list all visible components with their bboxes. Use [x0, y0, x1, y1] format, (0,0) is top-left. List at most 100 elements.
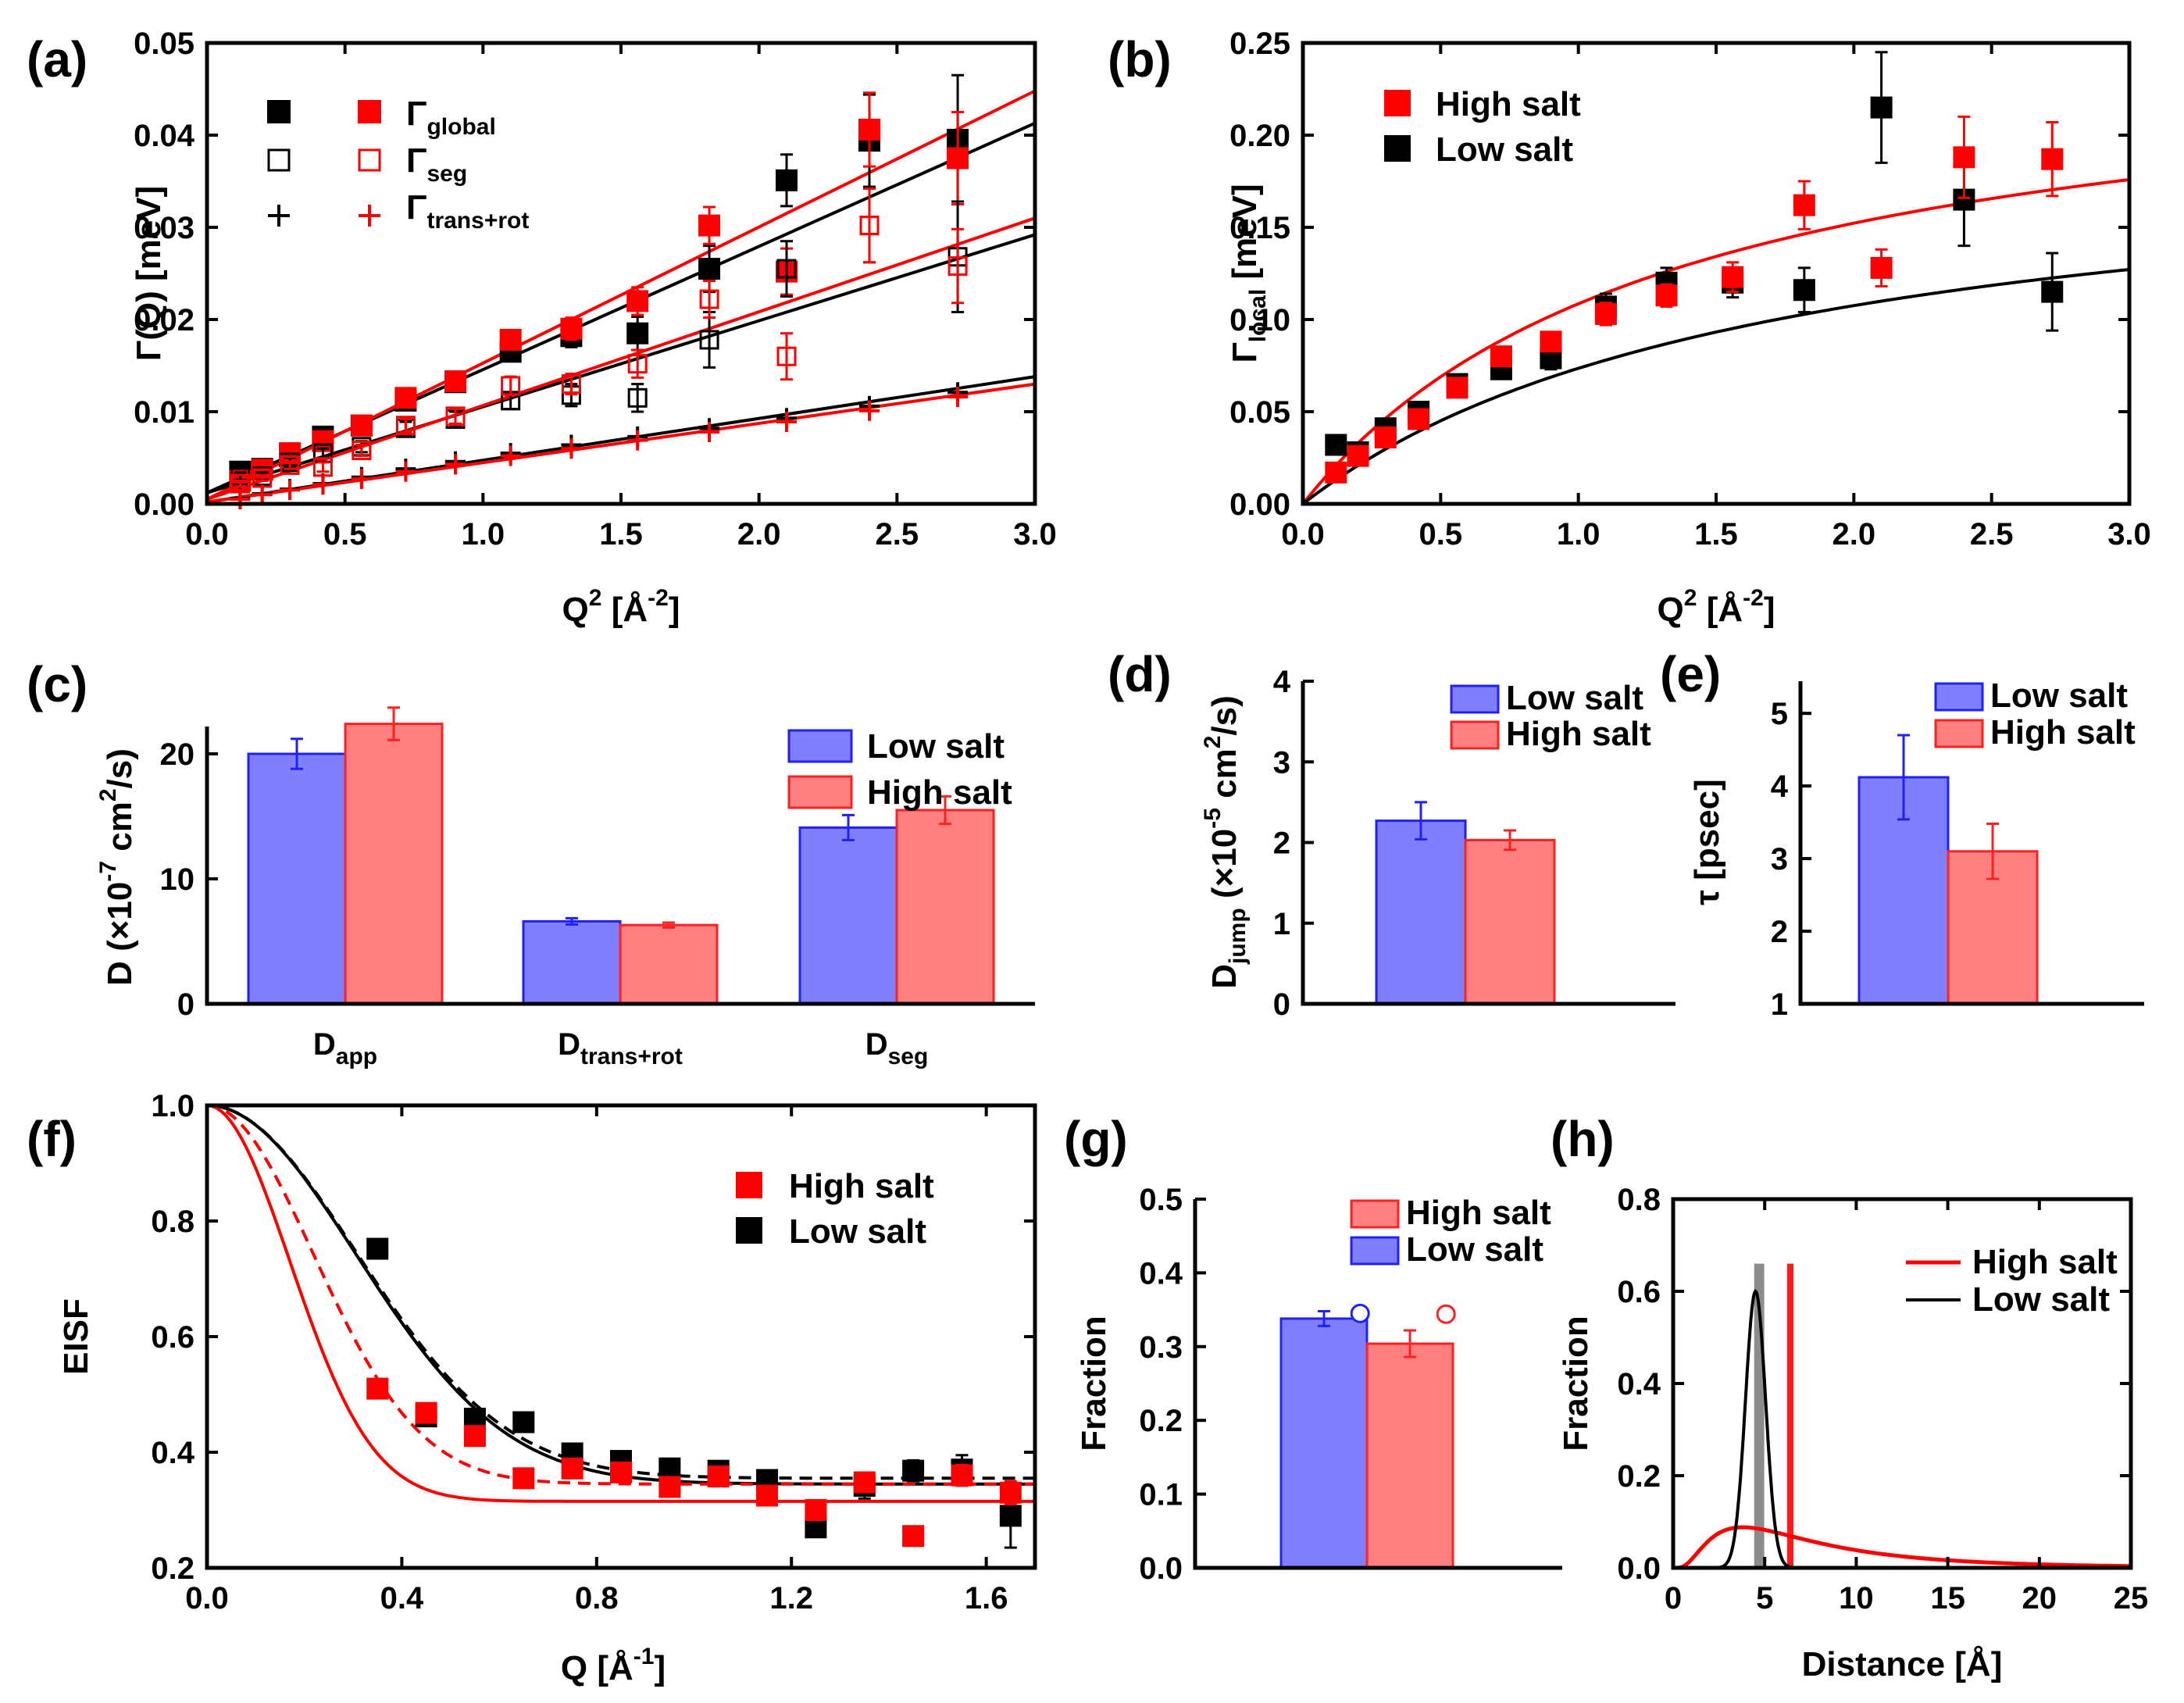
panel-label-a: (a) [27, 31, 87, 87]
x-tick-label: 20 [2022, 1581, 2057, 1616]
bar [344, 723, 444, 1005]
fit-curve [206, 1104, 1035, 1486]
data-point [252, 484, 273, 505]
x-tick-label: 0.0 [185, 517, 229, 552]
bar [522, 919, 622, 1005]
data-point [415, 1401, 437, 1424]
bar [1375, 819, 1467, 1005]
open-marker [1436, 1304, 1456, 1324]
x-axis-label-b: Q2 [Å-2] [1658, 585, 1775, 629]
legend-label-high-salt-e: High salt [1990, 713, 2136, 752]
data-point [658, 1476, 681, 1498]
data-point [1953, 146, 1975, 169]
data-point [627, 430, 648, 451]
legend-swatch-low-salt-g [1350, 1236, 1400, 1266]
y-tick-label: 0.15 [1229, 211, 1290, 245]
panel-label-b: (b) [1108, 31, 1172, 87]
x-tick-label: 1.5 [599, 517, 643, 552]
y-axis-label-g: Fraction [1075, 1316, 1113, 1451]
legend-label-low-salt-h: Low salt [1972, 1280, 2110, 1319]
legend-g: High salt Low salt [1350, 1194, 1551, 1269]
fit-line [206, 216, 1036, 501]
y-axis-label-h: Fraction [1557, 1316, 1595, 1451]
data-point [444, 370, 466, 393]
y-tick-label: 0.20 [1229, 119, 1290, 153]
y-tick-label: 10 [160, 862, 195, 897]
y-tick-label: 4 [1771, 769, 1789, 804]
data-point [853, 1471, 876, 1494]
panel-label-h: (h) [1551, 1111, 1615, 1167]
legend-label-low-salt-b: Low salt [1436, 130, 1573, 169]
category-label: Dseg [865, 1027, 929, 1069]
legend-marker-trans-high [359, 205, 380, 227]
y-axis-label-d: Djump (×10-5 cm2/s) [1200, 695, 1251, 989]
data-point [902, 1459, 925, 1482]
distance-bar [1786, 1263, 1794, 1568]
y-tick-label: 1 [1273, 907, 1290, 941]
x-tick-label: 2.0 [737, 517, 781, 552]
legend-f: High salt Low salt [736, 1167, 934, 1251]
y-tick-label: 0.1 [1139, 1478, 1183, 1512]
data-point [395, 461, 416, 482]
legend-label-low-salt-e: Low salt [1990, 677, 2128, 715]
x-tick-labels-f: 0.0 0.4 0.8 1.2 1.6 [185, 1105, 1008, 1616]
bar [1464, 838, 1556, 1005]
data-point [512, 1467, 535, 1490]
plot-area-c [247, 706, 995, 1005]
panel-h: (h) 0 5 10 15 20 25 0.0 0.2 0.4 0.6 0.8 Distance … [1551, 1111, 2148, 1683]
x-tick-label: 0.4 [380, 1581, 424, 1616]
data-point [776, 259, 797, 279]
data-point [1446, 377, 1468, 399]
data-point [561, 1457, 583, 1480]
y-tick-label: 0.4 [1617, 1367, 1661, 1401]
data-point [561, 374, 581, 395]
y-axis-label-b: Γlocal [meV] [1226, 184, 1271, 362]
y-tick-label: 2 [1273, 827, 1290, 861]
data-point [756, 1484, 779, 1507]
panel-a: (a) 0.0 0.5 1.0 1.5 2.0 2.5 3.0 0.000.010.020.… [27, 27, 1057, 629]
panel-label-d: (d) [1108, 646, 1172, 702]
legend-marker-seg-high [358, 148, 381, 172]
plot-area-e [1857, 734, 2039, 1005]
data-point [1793, 194, 1815, 216]
legend-marker-low-salt-f [736, 1217, 762, 1244]
data-point [463, 1425, 486, 1448]
data-point [1722, 266, 1744, 288]
data-point [512, 1411, 535, 1433]
y-tick-label: 0.2 [1139, 1404, 1183, 1438]
y-tick-label: 1 [1771, 987, 1788, 1022]
plot-area-a [206, 73, 1036, 510]
data-point [999, 1481, 1022, 1504]
data-point [699, 330, 719, 350]
data-point [1325, 434, 1347, 456]
legend-swatch-high-salt-e [1934, 719, 1984, 748]
panel-e: (e) 1 2 3 4 5 τ [psec] Low salt High salt [1660, 646, 2144, 1022]
fit-curve [1301, 268, 2130, 505]
bar [895, 809, 995, 1005]
legend-label-high-salt-c: High salt [867, 773, 1012, 812]
x-tick-label: 0 [1665, 1581, 1682, 1616]
legend-marker-global-low [267, 100, 291, 123]
category-label: Dapp [313, 1027, 377, 1069]
y-tick-label: 0.8 [151, 1205, 194, 1239]
data-point [280, 480, 300, 501]
x-tick-label: 0.5 [1419, 517, 1463, 552]
data-point [394, 387, 417, 409]
y-tick-labels-e: 1 2 3 4 5 [1771, 697, 1811, 1022]
fit-line [206, 89, 1036, 501]
panel-label-g: (g) [1064, 1111, 1128, 1167]
data-point [699, 289, 719, 309]
x-tick-label: 0.0 [1281, 517, 1325, 552]
y-tick-label: 0.05 [134, 27, 194, 61]
y-tick-label: 0 [1273, 987, 1290, 1022]
legend-swatch-low-salt-e [1934, 682, 1984, 712]
data-point [312, 474, 334, 495]
x-tick-label: 1.6 [965, 1581, 1008, 1616]
data-point [610, 1461, 632, 1483]
fit-curve [206, 1104, 1035, 1503]
y-tick-label: 2 [1771, 915, 1788, 949]
y-tick-label: 5 [1771, 697, 1788, 731]
bar [619, 923, 719, 1005]
legend-d: Low salt High salt [1450, 679, 1651, 753]
x-axis-label-a: Q2 [Å-2] [562, 585, 680, 629]
